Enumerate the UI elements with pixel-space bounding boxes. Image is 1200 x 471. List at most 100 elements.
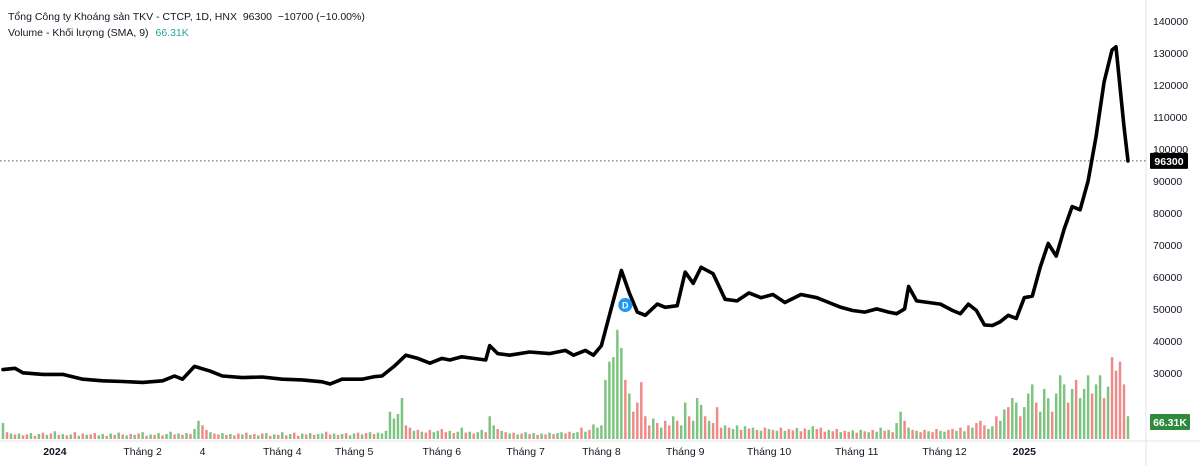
volume-bar	[1126, 416, 1130, 439]
volume-bar	[612, 357, 615, 439]
volume-bar	[648, 425, 651, 439]
volume-bar	[835, 428, 839, 439]
volume-bar	[245, 432, 248, 439]
price-axis[interactable]: 3000040000500006000070000800009000010000…	[1153, 16, 1188, 380]
volume-bar	[552, 434, 555, 439]
volume-bar	[201, 425, 204, 439]
volume-bar	[524, 432, 527, 439]
volume-bar	[352, 433, 356, 439]
volume-bar	[1086, 375, 1090, 439]
volume-bar	[887, 429, 890, 439]
volume-bar	[843, 430, 846, 439]
chart-legend: Tổng Công ty Khoáng sản TKV - CTCP, 1D, …	[8, 9, 365, 41]
volume-bar	[249, 434, 252, 439]
volume-bar	[1058, 375, 1062, 439]
volume-bar	[807, 429, 811, 439]
volume-bar	[891, 432, 894, 439]
volume-bar	[468, 431, 471, 439]
event-markers[interactable]: D	[618, 298, 633, 312]
volume-bar	[915, 430, 918, 439]
volume-bar	[576, 432, 579, 439]
volume-bar	[995, 416, 998, 439]
volume-bar	[508, 433, 511, 439]
time-axis[interactable]: 2024 Tháng 2 4 Tháng 4 Tháng 5 Tháng 6 Tháng 7…	[43, 446, 1036, 458]
volume-bar	[707, 420, 711, 439]
volume-bar	[560, 432, 563, 439]
volume-bar	[153, 434, 156, 439]
volume-bar	[831, 431, 835, 439]
volume-bar	[145, 435, 148, 439]
volume-indicator-label[interactable]: Volume - Khối lượng (SMA, 9)	[8, 27, 149, 39]
volume-bar	[81, 433, 85, 439]
volume-bar	[1007, 407, 1010, 439]
volume-bar	[664, 420, 667, 439]
volume-bar	[903, 420, 906, 439]
volume-bar	[121, 434, 124, 439]
volume-bar	[169, 431, 172, 439]
volume-bar	[392, 418, 396, 439]
volume-bar	[1118, 361, 1122, 439]
volume-bar	[907, 427, 910, 440]
volume-bar	[213, 433, 216, 439]
volume-bar	[185, 433, 188, 439]
volume-bar	[61, 434, 65, 439]
volume-bar	[719, 427, 723, 440]
volume-bar	[137, 433, 140, 439]
volume-bar	[265, 433, 268, 439]
volume-bar	[556, 433, 559, 439]
volume-bar	[1106, 386, 1110, 439]
volume-bar	[197, 420, 200, 439]
volume-bar	[855, 432, 858, 439]
x-tick-label: Tháng 7	[506, 446, 545, 458]
volume-bar	[1042, 388, 1046, 439]
volume-bar	[747, 428, 751, 439]
volume-bar	[324, 431, 328, 439]
volume-bar	[165, 434, 168, 439]
volume-bar	[360, 434, 364, 439]
legend-symbol-row[interactable]: Tổng Công ty Khoáng sản TKV - CTCP, 1D, …	[8, 9, 365, 25]
symbol-title[interactable]: Tổng Công ty Khoáng sản TKV - CTCP, 1D, …	[8, 11, 237, 23]
volume-bar	[711, 423, 715, 439]
volume-bar	[460, 427, 464, 440]
last-price-tag: 96300	[1150, 152, 1188, 169]
volume-bar	[1054, 393, 1058, 439]
volume-bar	[584, 431, 587, 439]
volume-bar	[783, 430, 787, 439]
volume-bar	[1110, 357, 1114, 439]
volume-bar	[815, 428, 819, 439]
volume-bar	[348, 435, 352, 439]
volume-bar	[332, 433, 336, 439]
volume-bar	[456, 431, 460, 439]
y-tick-label: 80000	[1153, 208, 1182, 220]
y-tick-label: 140000	[1153, 16, 1188, 28]
volume-bar	[1050, 411, 1054, 439]
volume-bar	[1003, 409, 1006, 439]
volume-bar	[512, 432, 515, 439]
volume-bar	[540, 433, 543, 439]
volume-bar	[133, 434, 136, 439]
volume-bar	[975, 423, 978, 439]
volume-bar	[73, 432, 77, 439]
volume-bar	[616, 329, 619, 439]
y-tick-label: 50000	[1153, 304, 1182, 316]
volume-bar	[225, 434, 228, 439]
volume-bar	[879, 427, 882, 440]
price-line	[1, 45, 1130, 386]
x-tick-label: 2025	[1013, 446, 1037, 458]
volume-bar	[883, 430, 886, 439]
x-tick-label: Tháng 4	[263, 446, 302, 458]
volume-bar	[472, 433, 475, 439]
volume-bar	[863, 431, 866, 439]
volume-bar	[811, 426, 815, 439]
volume-bar	[464, 432, 467, 439]
volume-bar	[241, 434, 244, 439]
legend-volume-row[interactable]: Volume - Khối lượng (SMA, 9) 66.31K	[8, 25, 365, 41]
volume-bar	[372, 434, 376, 439]
volume-bar	[787, 428, 791, 439]
dividend-marker[interactable]	[618, 298, 633, 312]
volume-bar	[452, 433, 456, 439]
volume-tag-label: 66.31K	[1153, 417, 1187, 429]
volume-bar	[608, 361, 611, 439]
